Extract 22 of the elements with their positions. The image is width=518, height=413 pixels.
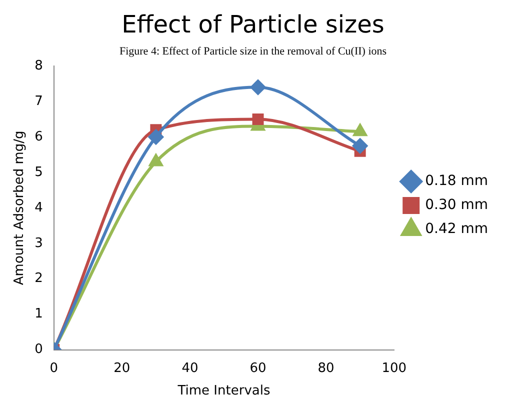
x-tick-label: 60 [250,360,266,376]
y-tick-label: 8 [34,58,43,74]
y-tick-label: 0 [34,342,43,358]
y-tick-label: 6 [34,129,43,144]
legend-label: 0.30 mm [425,197,488,214]
legend-label: 0.18 mm [425,173,488,190]
caption: Figure 4: Effect of Particle size in the removal of Cu(II) ions [119,45,387,58]
x-tick-label: 80 [318,360,334,376]
x-tick-label: 100 [382,360,407,376]
y-tick-label: 2 [34,271,43,286]
x-tick-label: 40 [182,360,198,376]
y-tick-label: 7 [34,94,43,109]
legend-label: 0.42 mm [425,221,488,238]
chart-title: Effect of Particle sizes [122,10,384,39]
x-axis-title: Time Intervals [176,384,270,399]
y-tick-label: 5 [34,164,43,180]
y-axis-title: Amount Adsorbed mg/g [12,130,28,286]
x-tick-label: 0 [50,360,58,376]
y-tick-label: 4 [34,200,43,216]
y-tick-label: 1 [34,306,43,322]
y-tick-label: 3 [34,236,43,251]
x-tick-label: 20 [114,360,130,376]
